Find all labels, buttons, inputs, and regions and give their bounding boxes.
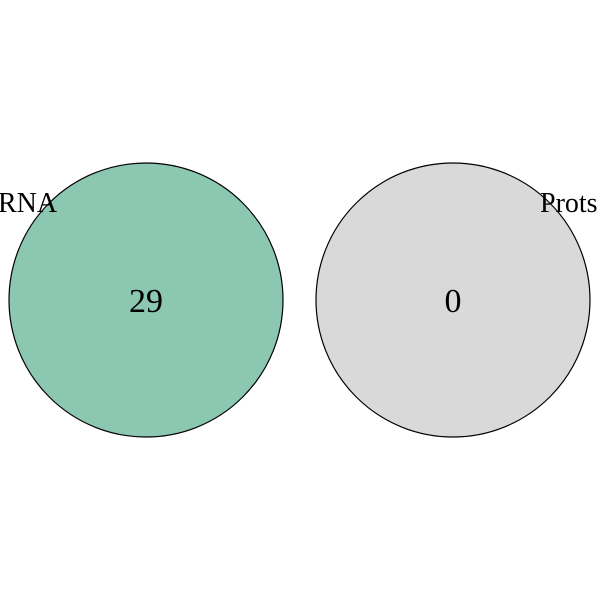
venn-label-rna: RNA: [0, 188, 58, 219]
venn-set-prots: Prots 0: [315, 162, 598, 438]
venn-count-rna: 29: [129, 283, 163, 320]
venn-set-rna: RNA 29: [0, 162, 284, 438]
venn-circle-rna: [8, 162, 284, 438]
venn-label-prots: Prots: [540, 188, 598, 219]
venn-circle-prots: [315, 162, 591, 438]
venn-count-prots: 0: [445, 283, 462, 320]
